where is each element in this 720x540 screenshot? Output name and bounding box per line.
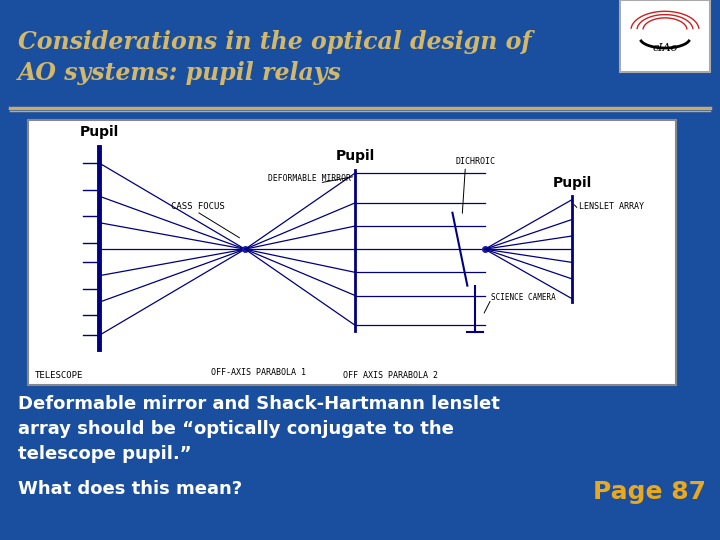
Text: OFF AXIS PARABOLA 2: OFF AXIS PARABOLA 2 bbox=[343, 370, 438, 380]
Text: Deformable mirror and Shack-Hartmann lenslet
array should be “optically conjugat: Deformable mirror and Shack-Hartmann len… bbox=[18, 395, 500, 463]
Text: Pupil: Pupil bbox=[553, 176, 592, 190]
Text: DEFORMABLE MIRROR: DEFORMABLE MIRROR bbox=[268, 174, 351, 183]
Text: LENSLET ARRAY: LENSLET ARRAY bbox=[579, 202, 644, 212]
Text: CASS FOCUS: CASS FOCUS bbox=[171, 202, 225, 212]
Text: Pupil: Pupil bbox=[80, 125, 119, 139]
Text: DICHROIC: DICHROIC bbox=[456, 157, 495, 166]
Text: SCIENCE CAMERA: SCIENCE CAMERA bbox=[491, 293, 556, 302]
Text: Considerations in the optical design of
AO systems: pupil relays: Considerations in the optical design of … bbox=[18, 30, 531, 85]
Text: cIAo: cIAo bbox=[652, 43, 678, 53]
Text: What does this mean?: What does this mean? bbox=[18, 480, 242, 498]
Text: OFF-AXIS PARABOLA 1: OFF-AXIS PARABOLA 1 bbox=[210, 368, 305, 377]
Bar bbox=[620, 0, 710, 72]
Bar bbox=[28, 120, 676, 385]
Text: TELESCOPE: TELESCOPE bbox=[35, 370, 83, 380]
Text: Pupil: Pupil bbox=[336, 149, 375, 163]
Text: Page 87: Page 87 bbox=[593, 480, 706, 504]
